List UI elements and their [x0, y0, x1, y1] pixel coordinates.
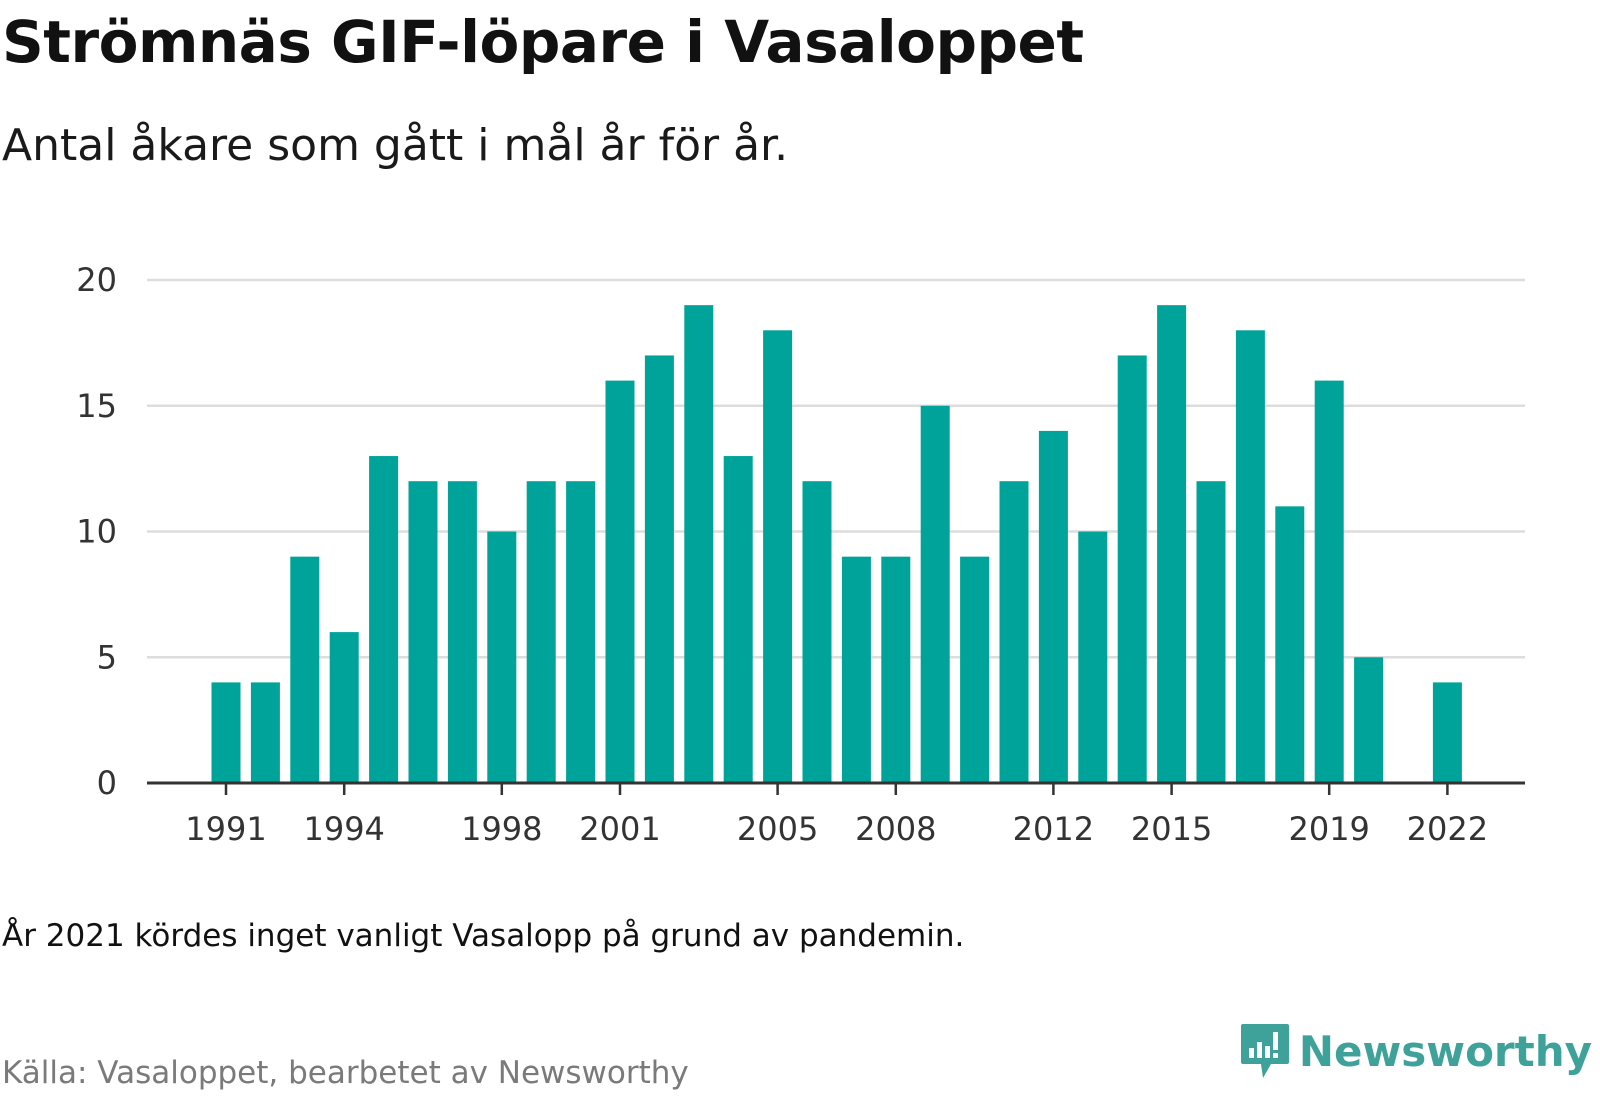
bar: [1196, 481, 1226, 783]
bar: [960, 556, 990, 783]
bar: [1117, 355, 1147, 783]
bar: [644, 355, 674, 783]
bar: [526, 481, 556, 783]
x-tick-label: 2005: [737, 810, 818, 848]
bar: [1078, 531, 1108, 783]
bar: [723, 456, 753, 783]
bar: [566, 481, 596, 783]
bar-chart-bubble-icon: [1240, 1024, 1289, 1078]
bar: [1314, 380, 1344, 783]
bar: [1038, 430, 1068, 783]
bar: [329, 632, 359, 783]
bar: [1354, 657, 1384, 783]
y-tick-label: 15: [76, 387, 117, 425]
y-tick-label: 20: [76, 261, 117, 299]
x-tick-label: 2008: [855, 810, 936, 848]
bar: [920, 405, 950, 783]
y-tick-label: 0: [97, 764, 117, 802]
bar-chart: 0 5 10 15 20 1991 1994 1998 2001 2005 2008 2012 2015…: [76, 261, 1525, 848]
x-tick-label: 2001: [579, 810, 660, 848]
bar: [1235, 330, 1265, 783]
bar: [1157, 305, 1187, 783]
bar: [250, 682, 280, 783]
x-tick-label: 1991: [185, 810, 266, 848]
y-tick-label: 5: [97, 638, 117, 676]
bar: [1275, 506, 1305, 783]
bar: [447, 481, 477, 783]
logo-text: Newsworthy: [1298, 1026, 1592, 1076]
bar: [684, 305, 714, 783]
bar: [763, 330, 793, 783]
source-text: Källa: Vasaloppet, bearbetet av Newswort…: [2, 1055, 689, 1091]
x-tick-label: 2022: [1407, 810, 1488, 848]
chart-subtitle: Antal åkare som gått i mål år för år.: [2, 120, 789, 171]
chart-note: År 2021 kördes inget vanligt Vasalopp på…: [2, 918, 965, 954]
bar: [802, 481, 832, 783]
bar: [605, 380, 635, 783]
x-tick-label: 2019: [1288, 810, 1369, 848]
x-tick-label: 1998: [461, 810, 542, 848]
y-tick-label: 10: [76, 513, 117, 551]
bar: [841, 556, 871, 783]
x-tick-label: 2012: [1013, 810, 1094, 848]
x-tick-label: 2015: [1131, 810, 1212, 848]
bar: [211, 682, 241, 783]
bar: [369, 456, 399, 783]
bar: [290, 556, 320, 783]
chart-title: Strömnäs GIF-löpare i Vasaloppet: [2, 8, 1084, 76]
bar: [487, 531, 517, 783]
bar: [881, 556, 911, 783]
x-tick-label: 1994: [303, 810, 384, 848]
bar: [999, 481, 1029, 783]
newsworthy-logo: Newsworthy: [1239, 1022, 1592, 1080]
bar: [1432, 682, 1462, 783]
bar: [408, 481, 438, 783]
